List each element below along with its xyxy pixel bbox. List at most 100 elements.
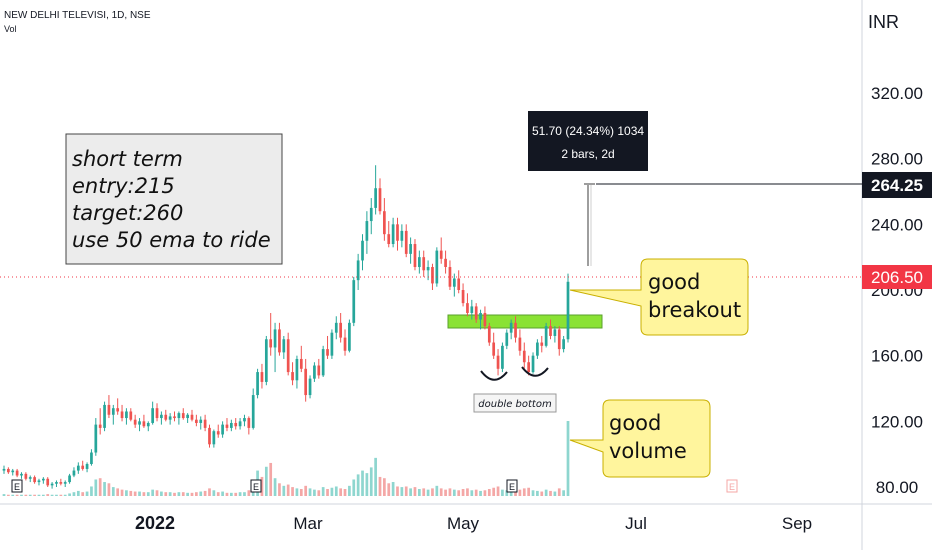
volume-bar xyxy=(505,490,509,496)
volume-bar xyxy=(216,492,220,496)
crosshair-price-tag xyxy=(862,172,932,198)
volume-bar xyxy=(369,467,373,496)
candle-body xyxy=(317,365,321,376)
earnings-marker[interactable] xyxy=(11,479,23,493)
candle-body xyxy=(190,414,194,420)
candle-body xyxy=(63,482,67,484)
volume-bar xyxy=(28,494,32,496)
candle-body xyxy=(514,322,517,338)
candle-body xyxy=(400,230,404,241)
strategy-note-line-3: target:260 xyxy=(72,201,183,225)
earnings-marker[interactable] xyxy=(726,479,738,493)
candle-body xyxy=(41,478,45,481)
candle-body xyxy=(247,418,251,428)
volume-bar xyxy=(422,488,426,496)
volume-bar xyxy=(365,473,369,496)
candle-body xyxy=(37,480,41,483)
volume-bar xyxy=(181,492,185,496)
volume-bar xyxy=(155,490,159,496)
candle-body xyxy=(496,355,500,369)
volume-bar xyxy=(295,488,299,496)
volume-bar xyxy=(111,487,115,496)
volume-bar xyxy=(260,476,264,496)
candle-body xyxy=(374,188,377,208)
candle-body xyxy=(181,413,185,419)
candle-body xyxy=(15,470,19,476)
candle-body xyxy=(229,422,233,428)
volume-bar xyxy=(203,490,207,496)
candle-body xyxy=(208,427,211,445)
volume-bar xyxy=(199,491,203,496)
candle-body xyxy=(225,424,229,428)
volume-bar xyxy=(452,489,456,496)
crosshair-price-tag-label: 264.25 xyxy=(871,176,923,195)
volume-bar xyxy=(374,457,377,496)
candle-body xyxy=(68,475,71,483)
volume-bar xyxy=(212,490,216,496)
candle-body xyxy=(46,478,50,486)
volume-bar xyxy=(461,489,465,496)
volume-bar xyxy=(334,486,338,496)
candle-body xyxy=(24,473,28,479)
earnings-marker-label: E xyxy=(729,482,735,492)
volume-bar xyxy=(151,489,155,496)
volume-bar xyxy=(313,489,316,496)
candle-body xyxy=(116,408,120,412)
volume-bar xyxy=(479,490,482,496)
earnings-marker[interactable] xyxy=(250,479,262,493)
volume-bar xyxy=(164,492,168,496)
volume-bar xyxy=(343,489,347,496)
volume-callout-line-1: good xyxy=(609,411,661,435)
volume-bar xyxy=(308,488,312,496)
volume-bar xyxy=(107,483,111,496)
volume-bar xyxy=(85,491,89,496)
candle-body xyxy=(509,322,513,333)
earnings-marker[interactable] xyxy=(506,479,518,493)
volume-bar xyxy=(317,490,321,496)
candle-body xyxy=(278,329,281,353)
strategy-note-box xyxy=(65,133,283,265)
candle-body xyxy=(2,468,6,471)
earnings-marker-label: E xyxy=(509,482,515,492)
volume-bar xyxy=(129,490,133,496)
volume-bar xyxy=(282,485,286,496)
volume-bar xyxy=(273,478,277,496)
candle-body xyxy=(330,332,334,356)
x-tick-label: May xyxy=(447,514,480,533)
volume-bar xyxy=(444,489,447,496)
earnings-marker-label: E xyxy=(253,482,259,492)
volume-bar xyxy=(487,489,491,496)
volume-bar xyxy=(195,492,198,496)
x-tick-label: 2022 xyxy=(135,513,175,533)
candle-body xyxy=(439,250,443,259)
candle-body xyxy=(291,372,294,381)
candle-body xyxy=(308,378,312,396)
volume-bar xyxy=(177,492,181,496)
y-tick-label: 240.00 xyxy=(871,215,923,234)
volume-bar xyxy=(439,488,443,496)
volume-bar xyxy=(50,494,54,496)
volume-callout-line-2: volume xyxy=(609,439,687,463)
volume-bar xyxy=(474,489,478,496)
volume-bar xyxy=(125,490,128,496)
volume-bar xyxy=(103,482,106,496)
candle-body xyxy=(55,482,58,484)
breakout-callout-line-1: good xyxy=(648,270,700,294)
measure-tooltip-line1: 51.70 (24.34%) 1034 xyxy=(532,124,644,138)
volume-bar xyxy=(55,494,58,496)
volume-bar xyxy=(536,490,539,496)
candle-body xyxy=(243,418,246,422)
candle-body xyxy=(81,465,85,469)
candle-body xyxy=(387,234,391,245)
candle-body xyxy=(282,339,286,353)
candle-body xyxy=(129,411,133,420)
candle-body xyxy=(264,339,268,382)
volume-bar xyxy=(457,490,461,496)
volume-bar xyxy=(501,489,504,496)
candle-body xyxy=(304,368,308,396)
candle-body xyxy=(59,482,63,484)
volume-bar xyxy=(46,494,50,496)
volume-bar xyxy=(68,493,71,496)
